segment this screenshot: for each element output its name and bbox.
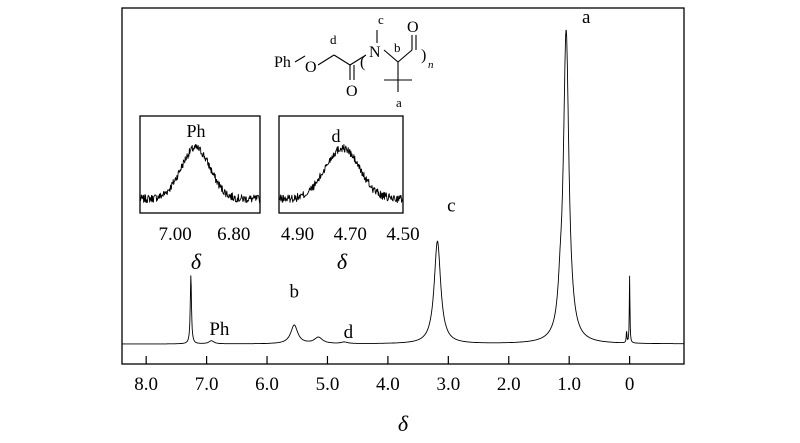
main-spectrum-line <box>121 29 685 345</box>
inset-tick-label: 6.80 <box>217 224 250 245</box>
structure-b-label: b <box>394 40 401 55</box>
main-x-tick-label: 2.0 <box>497 374 521 395</box>
bond-cb-co <box>397 49 413 63</box>
bond-co-n <box>349 54 367 66</box>
bond-ch2-co <box>333 54 351 66</box>
main-x-tick-label: 1.0 <box>557 374 581 395</box>
inset-ph-x-axis-label: δ <box>191 249 202 274</box>
inset-ph-spectrum-line <box>139 143 261 204</box>
main-peak-label-a: a <box>582 7 591 28</box>
main-tick-labels: 8.0 7.0 6.0 5.0 4.0 3.0 2.0 1.0 0 <box>134 374 634 395</box>
inset-d-tick-labels: 4.90 4.70 4.50 <box>281 224 420 245</box>
bond-n-cb <box>383 49 399 63</box>
structure-ph-label: Ph <box>274 54 291 71</box>
inset-ph-tick-labels: 7.00 6.80 <box>158 224 250 245</box>
main-x-tick-label: 3.0 <box>436 374 460 395</box>
inset-d-frame <box>278 115 404 214</box>
inset-tick-label: 4.70 <box>334 224 367 245</box>
main-peak-label-ph: Ph <box>209 319 230 340</box>
structure-d-label: d <box>330 32 337 47</box>
inset-d-x-axis-label: δ <box>337 249 348 274</box>
structure-a-label: a <box>396 95 402 110</box>
inset-tick-label: 7.00 <box>158 224 191 245</box>
main-plot-frame <box>121 7 685 365</box>
bond-o-ch2 <box>317 54 335 66</box>
main-x-tick-label: 6.0 <box>255 374 279 395</box>
bond-ph-o <box>294 55 306 63</box>
structure-carbonyl-o-left: O <box>346 83 358 100</box>
inset-tick-label: 4.50 <box>386 224 419 245</box>
inset-ph-peak-label: Ph <box>186 121 205 141</box>
structure-bracket-left: ( <box>360 54 365 71</box>
structure-repeat-n: n <box>428 59 434 71</box>
structure-bracket-right: ) <box>421 47 426 64</box>
structure-c-label: c <box>378 12 384 27</box>
structure-nitrogen-label: N <box>369 44 381 61</box>
chemical-structure: Ph O d O ( N c b a O ) n <box>274 12 434 110</box>
main-x-tick-label: 7.0 <box>195 374 219 395</box>
inset-d-peak-label: d <box>332 126 341 146</box>
main-x-tick-label: 8.0 <box>134 374 158 395</box>
structure-carbonyl-o-right: O <box>407 19 419 36</box>
main-x-tick-label: 4.0 <box>376 374 400 395</box>
main-peak-label-c: c <box>447 195 455 216</box>
main-peak-label-d: d <box>344 322 354 343</box>
main-x-axis-label: δ <box>398 411 409 436</box>
structure-oxygen-label: O <box>305 59 317 76</box>
main-peak-label-b: b <box>289 281 299 302</box>
inset-tick-label: 4.90 <box>281 224 314 245</box>
inset-d-spectrum-line <box>278 144 404 204</box>
inset-ph-frame <box>139 115 261 214</box>
main-peak-labels: Ph b d c a <box>209 7 591 343</box>
main-x-tick-label: 5.0 <box>316 374 340 395</box>
main-x-ticks <box>145 356 631 364</box>
main-x-tick-label: 0 <box>625 374 635 395</box>
